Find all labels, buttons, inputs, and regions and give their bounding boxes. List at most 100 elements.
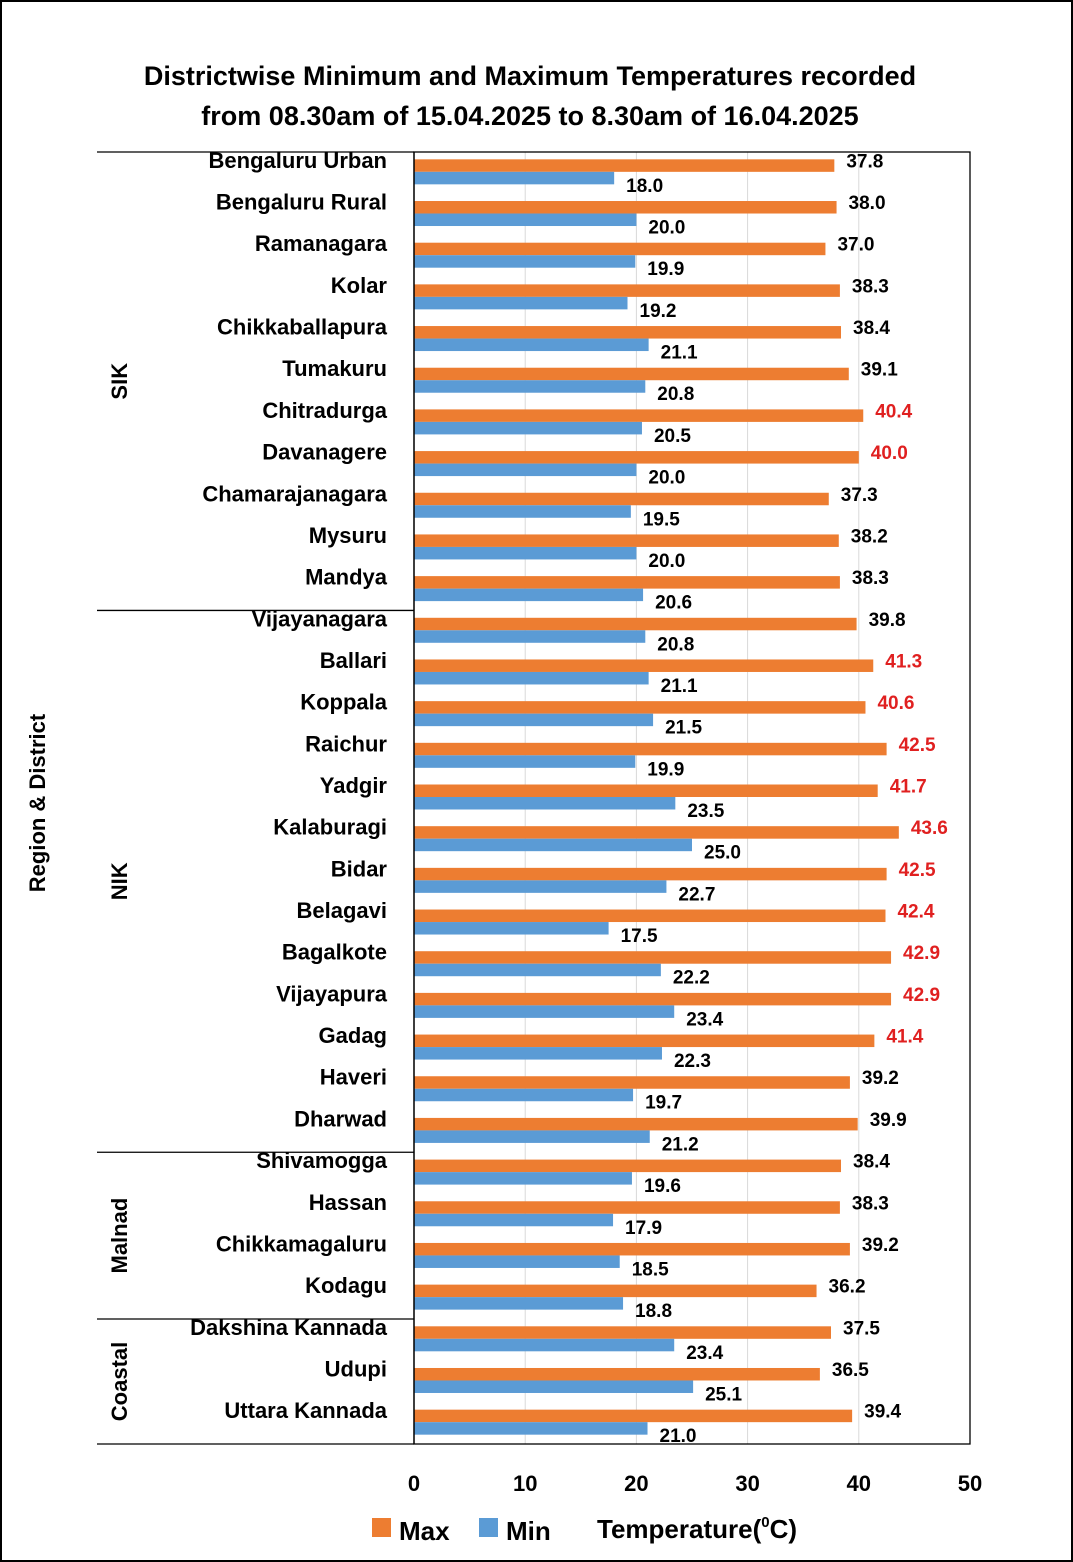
bar-max bbox=[414, 492, 829, 506]
x-tick-label: 40 bbox=[847, 1471, 871, 1496]
category-label: Dharwad bbox=[294, 1106, 387, 1131]
bar-min bbox=[414, 338, 649, 352]
x-tick-label: 10 bbox=[513, 1471, 537, 1496]
data-label-max: 38.3 bbox=[852, 1193, 889, 1214]
bar-min bbox=[414, 463, 637, 477]
bar-min bbox=[414, 546, 637, 560]
data-label-min: 19.7 bbox=[645, 1093, 682, 1114]
data-label-min: 19.9 bbox=[647, 259, 684, 280]
data-label-max: 38.2 bbox=[851, 526, 888, 547]
data-label-min: 21.5 bbox=[665, 718, 702, 739]
category-label: Hassan bbox=[309, 1190, 387, 1215]
bar-min bbox=[414, 421, 642, 435]
category-label: Chikkamagaluru bbox=[216, 1231, 387, 1256]
data-label-max: 41.3 bbox=[885, 651, 922, 672]
data-label-max: 43.6 bbox=[911, 818, 948, 839]
data-label-min: 22.3 bbox=[674, 1051, 711, 1072]
bar-max bbox=[414, 576, 840, 589]
data-label-max: 41.7 bbox=[890, 777, 927, 798]
category-label: Chamarajanagara bbox=[202, 481, 387, 506]
bar-min bbox=[414, 922, 609, 935]
bar-min bbox=[414, 1047, 662, 1060]
data-label-max: 36.5 bbox=[832, 1360, 869, 1381]
category-label: Bidar bbox=[331, 856, 388, 881]
category-label: Yadgir bbox=[320, 773, 388, 798]
category-label: Kodagu bbox=[305, 1273, 387, 1298]
category-label: Mandya bbox=[305, 565, 388, 590]
data-label-min: 19.9 bbox=[647, 759, 684, 780]
chart-title-line2: from 08.30am of 15.04.2025 to 8.30am of … bbox=[201, 101, 859, 131]
data-label-min: 19.2 bbox=[640, 301, 677, 322]
bar-max bbox=[414, 242, 826, 256]
data-label-max: 42.9 bbox=[903, 985, 940, 1006]
data-label-max: 39.9 bbox=[870, 1110, 907, 1131]
data-label-max: 38.4 bbox=[853, 318, 890, 339]
data-label-min: 21.1 bbox=[661, 676, 698, 697]
data-label-max: 37.8 bbox=[846, 151, 883, 172]
data-label-max: 40.6 bbox=[877, 693, 914, 714]
bar-max bbox=[414, 1076, 850, 1089]
bar-min bbox=[414, 255, 636, 268]
data-label-max: 39.8 bbox=[869, 610, 906, 631]
data-label-min: 21.2 bbox=[662, 1134, 699, 1155]
legend-max-label: Max bbox=[399, 1516, 450, 1546]
data-label-min: 20.6 bbox=[655, 593, 692, 614]
bar-min bbox=[414, 1130, 650, 1143]
data-label-min: 23.4 bbox=[686, 1009, 723, 1030]
data-label-max: 40.0 bbox=[871, 443, 908, 464]
category-label: Chitradurga bbox=[262, 398, 387, 423]
bar-min bbox=[414, 838, 692, 852]
bar-min bbox=[414, 1338, 675, 1352]
data-label-min: 18.8 bbox=[635, 1301, 672, 1322]
data-label-max: 42.9 bbox=[903, 943, 940, 964]
bar-min bbox=[414, 1422, 648, 1435]
bar-max bbox=[414, 951, 892, 964]
y-axis-title: Region & District bbox=[25, 713, 50, 892]
data-label-max: 40.4 bbox=[875, 401, 912, 422]
bar-min bbox=[414, 1172, 632, 1185]
category-label: Udupi bbox=[325, 1356, 387, 1381]
data-label-min: 20.8 bbox=[657, 634, 694, 655]
category-label: Haveri bbox=[320, 1065, 387, 1090]
category-label: Uttara Kannada bbox=[224, 1398, 387, 1423]
bar-min bbox=[414, 755, 636, 768]
bar-min bbox=[414, 880, 667, 893]
data-label-max: 39.4 bbox=[864, 1402, 901, 1423]
chart-title-line1: Districtwise Minimum and Maximum Tempera… bbox=[143, 61, 917, 91]
data-label-max: 41.4 bbox=[886, 1027, 923, 1048]
x-tick-label: 50 bbox=[958, 1471, 982, 1496]
category-label: Vijayapura bbox=[276, 981, 388, 1006]
x-tick-label: 30 bbox=[735, 1471, 759, 1496]
bar-max bbox=[414, 701, 866, 714]
bar-max bbox=[414, 867, 887, 881]
data-label-min: 23.5 bbox=[687, 801, 724, 822]
bar-max bbox=[414, 1242, 850, 1256]
category-label: Koppala bbox=[300, 690, 388, 715]
bar-max bbox=[414, 1284, 817, 1298]
category-label: Davanagere bbox=[262, 440, 387, 465]
data-label-max: 36.2 bbox=[829, 1277, 866, 1298]
bar-min bbox=[414, 588, 644, 602]
bar-min bbox=[414, 797, 676, 810]
category-label: Chikkaballapura bbox=[217, 315, 388, 340]
bar-max bbox=[414, 784, 878, 797]
bar-max bbox=[414, 992, 892, 1006]
data-label-min: 21.0 bbox=[660, 1426, 697, 1447]
region-label: SIK bbox=[107, 363, 132, 400]
bar-max bbox=[414, 1034, 875, 1048]
bar-min bbox=[414, 213, 637, 227]
bar-max bbox=[414, 1409, 853, 1423]
legend-max-swatch bbox=[372, 1518, 391, 1537]
data-label-max: 39.2 bbox=[862, 1068, 899, 1089]
bar-max bbox=[414, 617, 857, 631]
data-label-max: 39.2 bbox=[862, 1235, 899, 1256]
bar-max bbox=[414, 284, 840, 297]
x-tick-label: 20 bbox=[624, 1471, 648, 1496]
data-label-min: 25.1 bbox=[705, 1384, 742, 1405]
data-label-max: 37.0 bbox=[837, 235, 874, 256]
bar-min bbox=[414, 296, 628, 310]
bar-max bbox=[414, 659, 874, 672]
data-label-max: 38.4 bbox=[853, 1152, 890, 1173]
bar-min bbox=[414, 1255, 620, 1268]
